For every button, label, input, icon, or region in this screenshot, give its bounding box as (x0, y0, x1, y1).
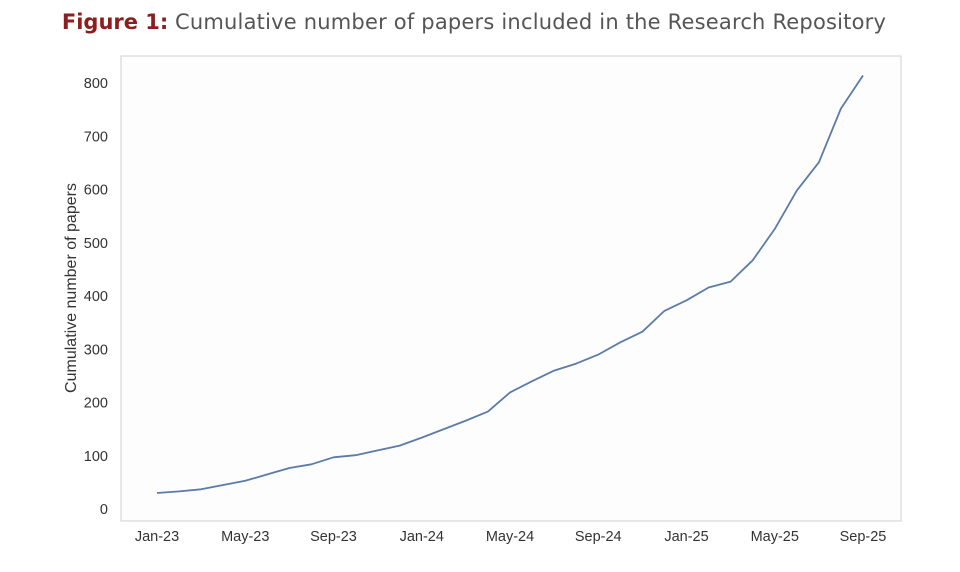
data-point (508, 390, 512, 394)
data-point (287, 466, 291, 470)
x-tick-label: Jan-23 (135, 529, 179, 545)
x-tick-label: Sep-23 (310, 529, 357, 545)
y-tick-label: 0 (100, 502, 108, 518)
y-tick-label: 800 (84, 76, 108, 92)
x-tick-label: May-23 (221, 529, 269, 545)
data-point (243, 479, 247, 483)
x-tick-label: Sep-25 (840, 529, 887, 545)
y-tick-label: 500 (84, 236, 108, 252)
y-tick-label: 100 (84, 449, 108, 465)
y-tick-label: 200 (84, 396, 108, 412)
plot-area (120, 55, 902, 522)
data-point (309, 462, 313, 466)
data-point (574, 362, 578, 366)
figure-caption: Cumulative number of papers included in … (175, 10, 887, 34)
x-axis-ticks: Jan-23 May-23 Sep-23 Jan-24 May-24 Sep-24 Jan-… (135, 529, 887, 545)
data-point (221, 483, 225, 487)
y-tick-label: 700 (84, 129, 108, 145)
x-tick-label: Sep-24 (575, 529, 622, 545)
y-tick-label: 600 (84, 183, 108, 199)
data-point (839, 107, 843, 111)
data-point (596, 353, 600, 357)
data-point (155, 491, 159, 495)
x-tick-label: Jan-25 (664, 529, 708, 545)
data-point (751, 258, 755, 262)
data-point (773, 227, 777, 231)
data-point (486, 410, 490, 414)
data-point (618, 340, 622, 344)
figure-title: Figure 1: Cumulative number of papers in… (0, 10, 948, 34)
data-point (398, 444, 402, 448)
data-point (332, 455, 336, 459)
data-point (376, 448, 380, 452)
y-tick-label: 400 (84, 289, 108, 305)
data-point (464, 419, 468, 423)
data-point (420, 436, 424, 440)
x-tick-label: May-24 (486, 529, 534, 545)
data-point (817, 160, 821, 164)
data-point (530, 379, 534, 383)
data-point (265, 472, 269, 476)
data-point (640, 330, 644, 334)
x-tick-label: Jan-24 (400, 529, 444, 545)
data-point (177, 489, 181, 493)
y-axis-ticks: 0 100 200 300 400 500 600 700 800 (84, 76, 108, 518)
figure-label: Figure 1: (61, 10, 169, 34)
data-point (662, 309, 666, 313)
data-point (795, 189, 799, 193)
data-point (707, 286, 711, 290)
data-point (354, 453, 358, 457)
data-point (861, 74, 865, 78)
data-point (685, 298, 689, 302)
series-group (155, 74, 865, 495)
data-point (442, 427, 446, 431)
data-point (729, 280, 733, 284)
x-tick-label: May-25 (751, 529, 799, 545)
data-point (199, 487, 203, 491)
data-point (552, 369, 556, 373)
series-line (156, 75, 864, 494)
y-axis-label: Cumulative number of papers (63, 183, 80, 393)
y-tick-label: 300 (84, 342, 108, 358)
